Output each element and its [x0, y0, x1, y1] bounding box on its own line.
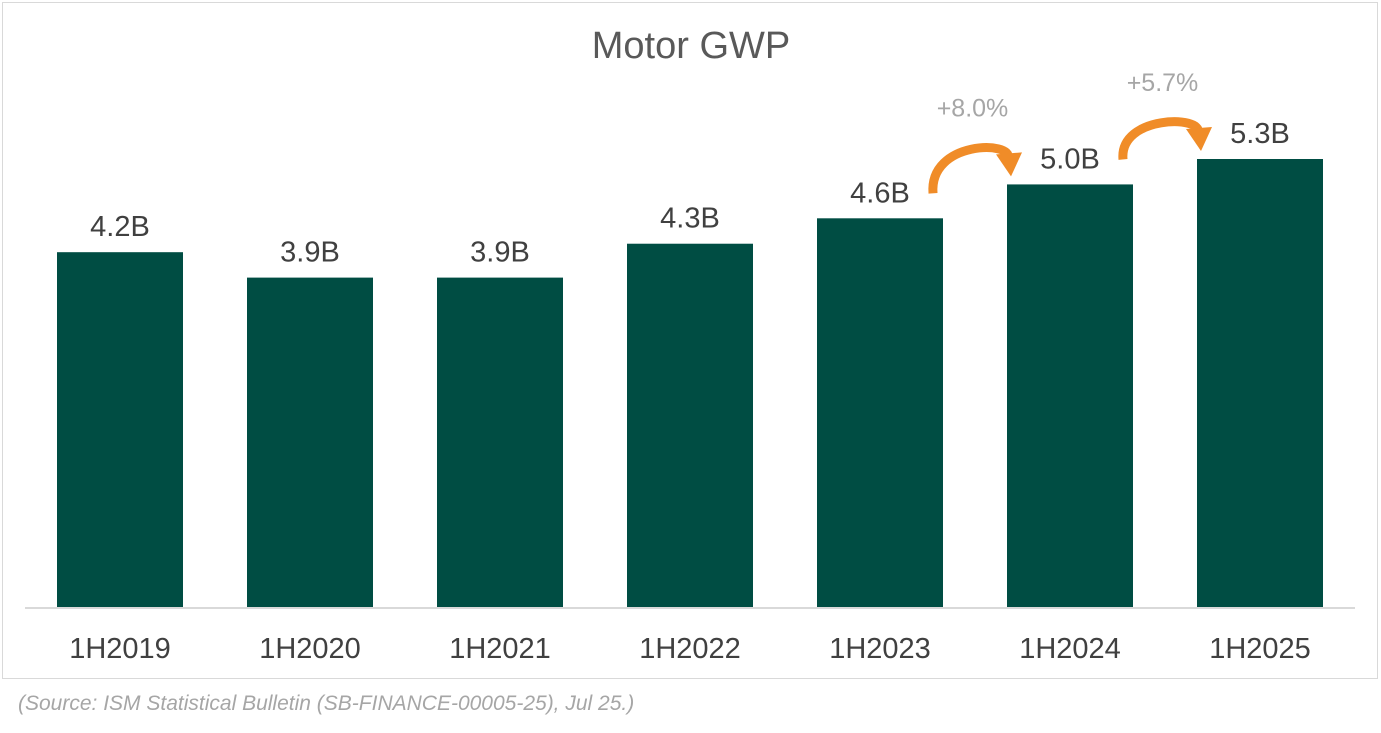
growth-arrowhead-1H2024-1H2025: [1186, 127, 1212, 151]
bar-1H2020: [247, 277, 373, 608]
data-label-1H2023: 4.6B: [850, 177, 910, 209]
data-label-1H2024: 5.0B: [1040, 143, 1100, 175]
growth-label-1H2024-1H2025: +5.7%: [1127, 69, 1199, 97]
x-tick-label-1H2021: 1H2021: [449, 633, 551, 665]
growth-arrow-1H2024-1H2025: [1118, 117, 1203, 160]
chart-title: Motor GWP: [592, 25, 790, 67]
bar-1H2022: [627, 243, 753, 608]
data-label-1H2020: 3.9B: [280, 237, 340, 269]
bar-1H2023: [817, 218, 943, 608]
bar-1H2025: [1197, 159, 1323, 608]
x-tick-label-1H2020: 1H2020: [259, 633, 361, 665]
data-label-1H2021: 3.9B: [470, 237, 530, 269]
growth-arrow-1H2023-1H2024: [928, 143, 1013, 194]
x-tick-label-1H2022: 1H2022: [639, 633, 741, 665]
growth-label-1H2023-1H2024: +8.0%: [937, 94, 1009, 122]
data-label-1H2022: 4.3B: [660, 203, 720, 235]
chart-area: Motor GWP 4.2B 1H2019 3.9B 1H2020 3.9B 1H2021…: [25, 25, 1355, 665]
data-label-1H2019: 4.2B: [90, 211, 150, 243]
bar-1H2021: [437, 277, 563, 608]
source-note: (Source: ISM Statistical Bulletin (SB-FI…: [18, 692, 635, 715]
growth-arrowhead-1H2023-1H2024: [996, 152, 1022, 177]
bar-1H2024: [1007, 184, 1133, 608]
x-tick-label-1H2019: 1H2019: [69, 633, 171, 665]
x-tick-label-1H2023: 1H2023: [829, 633, 931, 665]
bar-1H2019: [57, 252, 183, 609]
data-label-1H2025: 5.3B: [1230, 118, 1290, 150]
x-tick-label-1H2024: 1H2024: [1019, 633, 1121, 665]
x-tick-label-1H2025: 1H2025: [1209, 633, 1311, 665]
chart-frame: Motor GWP 4.2B 1H2019 3.9B 1H2020 3.9B 1H2021…: [2, 2, 1378, 679]
